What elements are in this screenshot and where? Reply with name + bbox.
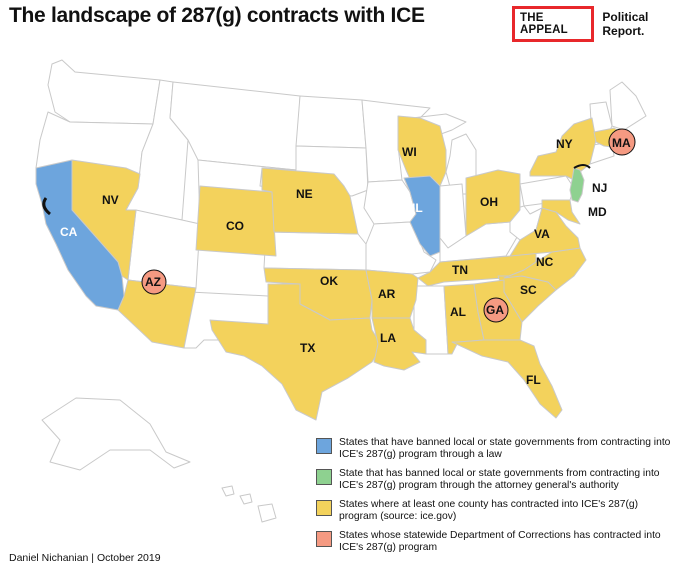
label-nj: NJ bbox=[592, 181, 607, 195]
brand-subtitle: Political Report. bbox=[602, 10, 649, 38]
label-wi: WI bbox=[402, 145, 417, 159]
label-md: MD bbox=[588, 205, 607, 219]
state-wa bbox=[47, 59, 161, 125]
label-ne: NE bbox=[296, 187, 313, 201]
legend-swatch-county bbox=[316, 500, 332, 516]
statewide-marker-ma bbox=[608, 128, 636, 156]
state-nc bbox=[503, 247, 587, 291]
label-la: LA bbox=[380, 331, 396, 345]
brand-logo: THE APPEAL Political Report. bbox=[512, 6, 685, 42]
state-nd bbox=[295, 95, 367, 149]
state-fl bbox=[451, 339, 563, 419]
label-ma: MA bbox=[612, 136, 631, 150]
state-mt bbox=[169, 81, 301, 171]
legend-text-county: States where at least one county has con… bbox=[339, 499, 639, 522]
state-ak bbox=[41, 397, 191, 471]
legend-text-banned-ag: State that has banned local or state gov… bbox=[339, 468, 660, 491]
banned-ag-states bbox=[569, 167, 585, 203]
label-ga: GA bbox=[486, 303, 504, 317]
state-labels: CA NV AZ CO NE TX OK AR LA WI IL OH TN A… bbox=[60, 136, 631, 387]
legend-item-statewide: States whose statewide Department of Cor… bbox=[316, 530, 678, 554]
label-sc: SC bbox=[520, 283, 537, 297]
state-hi bbox=[221, 485, 277, 523]
state-la bbox=[371, 317, 427, 371]
map-title: The landscape of 287(g) contracts with I… bbox=[9, 4, 425, 27]
label-co: CO bbox=[226, 219, 244, 233]
state-md bbox=[541, 199, 581, 225]
label-ok: OK bbox=[320, 274, 338, 288]
legend-text-statewide: States whose statewide Department of Cor… bbox=[339, 530, 661, 553]
state-wi bbox=[397, 115, 447, 189]
state-il bbox=[403, 175, 441, 257]
label-fl: FL bbox=[526, 373, 541, 387]
brand-logo-box: THE APPEAL bbox=[512, 6, 595, 42]
label-az: AZ bbox=[145, 275, 161, 289]
label-nc: NC bbox=[536, 255, 554, 269]
legend-text-banned-law: States that have banned local or state g… bbox=[339, 437, 671, 460]
state-nj bbox=[569, 167, 585, 203]
state-ca bbox=[35, 159, 125, 311]
label-ny: NY bbox=[556, 137, 573, 151]
legend-item-banned-ag: State that has banned local or state gov… bbox=[316, 468, 678, 492]
state-ar bbox=[365, 269, 419, 319]
coastline-accent bbox=[42, 197, 51, 216]
coastline-accent-2 bbox=[573, 164, 591, 169]
label-ar: AR bbox=[378, 287, 396, 301]
uncolored-states bbox=[35, 59, 647, 523]
label-il: IL bbox=[412, 201, 423, 215]
legend-swatch-statewide bbox=[316, 531, 332, 547]
label-va: VA bbox=[534, 227, 550, 241]
legend: States that have banned local or state g… bbox=[316, 437, 678, 561]
label-ca: CA bbox=[60, 225, 78, 239]
legend-item-county: States where at least one county has con… bbox=[316, 499, 678, 523]
brand-name: THE APPEAL bbox=[515, 9, 592, 39]
credit-line: Daniel Nichanian | October 2019 bbox=[9, 552, 161, 564]
label-tx: TX bbox=[300, 341, 315, 355]
legend-swatch-banned-law bbox=[316, 438, 332, 454]
state-me bbox=[609, 81, 647, 131]
statewide-marker-az bbox=[141, 269, 167, 295]
state-co bbox=[195, 185, 277, 257]
legend-item-banned-law: States that have banned local or state g… bbox=[316, 437, 678, 461]
county-states bbox=[71, 115, 597, 421]
legend-swatch-banned-ag bbox=[316, 469, 332, 485]
label-al: AL bbox=[450, 305, 466, 319]
label-tn: TN bbox=[452, 263, 468, 277]
state-ks bbox=[263, 231, 367, 271]
state-va bbox=[509, 207, 581, 257]
state-ne bbox=[261, 167, 359, 235]
state-tx bbox=[209, 283, 383, 421]
banned-law-states bbox=[35, 159, 441, 311]
label-oh: OH bbox=[480, 195, 498, 209]
state-oh bbox=[465, 169, 521, 237]
label-nv: NV bbox=[102, 193, 119, 207]
statewide-marker-ga bbox=[483, 297, 509, 323]
